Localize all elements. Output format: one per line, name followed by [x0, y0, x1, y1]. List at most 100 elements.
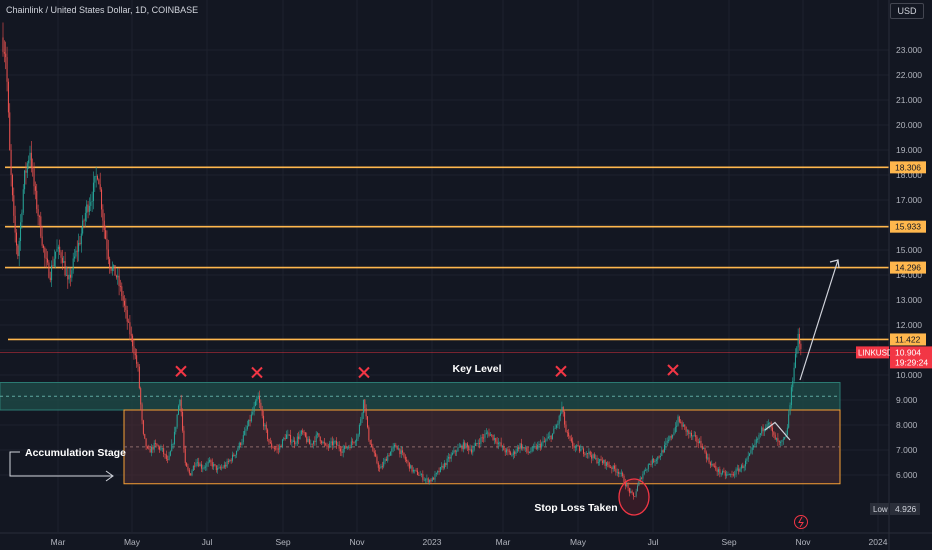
price-tick-label: 8.000: [896, 420, 918, 430]
candle-body: [708, 457, 710, 463]
candle-body: [338, 444, 340, 449]
candle-body: [153, 443, 155, 450]
candle-body: [460, 445, 462, 447]
candle-body: [734, 474, 736, 476]
candle-body: [106, 238, 108, 250]
candle-body: [26, 163, 28, 173]
candle-body: [352, 441, 354, 443]
candle-body: [195, 462, 197, 467]
candle-body: [140, 388, 142, 405]
price-axis[interactable]: 6.0007.0008.0009.00010.00011.00012.00013…: [856, 0, 932, 550]
candle-body: [246, 426, 248, 430]
candle-body: [612, 465, 614, 470]
candle-body: [523, 446, 525, 449]
candle-body: [367, 416, 368, 428]
projection-arrow-line: [799, 259, 839, 381]
candle-body: [538, 443, 540, 445]
candle-body: [747, 455, 749, 460]
candle-body: [244, 430, 246, 436]
candle-body: [614, 465, 616, 469]
candle-body: [565, 424, 567, 432]
candle-body: [643, 470, 645, 475]
x-mark: [358, 366, 370, 379]
candle-body: [766, 424, 768, 428]
candle-body: [518, 447, 520, 449]
candle-body: [10, 150, 12, 175]
candle-body: [654, 460, 656, 463]
candle-body: [622, 472, 624, 477]
candle-body: [423, 479, 425, 481]
candle-body: [549, 435, 551, 437]
candle-body: [628, 488, 630, 493]
candle-body: [136, 355, 138, 364]
candle-body: [704, 447, 706, 453]
candle-body: [303, 432, 305, 434]
x-mark-stroke: [251, 366, 263, 379]
candle-body: [738, 468, 740, 472]
candle-body: [222, 467, 224, 469]
lightning-icon: [794, 515, 808, 529]
time-axis[interactable]: Mar May Jul Sep Nov 2023 Mar May Jul Sep Nov 2024: [0, 532, 932, 547]
candle-body: [726, 474, 728, 476]
candle-body: [556, 425, 557, 428]
candle-body: [5, 53, 7, 58]
candle-body: [186, 462, 188, 467]
candle-body: [223, 464, 225, 468]
candle-body: [415, 469, 417, 471]
candle-body: [63, 261, 65, 263]
candle-body: [165, 454, 167, 460]
price-tick-label: 15.000: [896, 245, 922, 255]
candle-body: [758, 434, 760, 439]
candle-body: [385, 458, 387, 461]
candle-body: [358, 424, 360, 435]
candle-body: [615, 468, 617, 473]
candle-body: [245, 429, 247, 431]
candle-body: [88, 205, 90, 212]
candle-body: [441, 465, 443, 468]
stop-loss-label: Stop Loss Taken: [534, 502, 617, 514]
candle-body: [508, 450, 510, 453]
candle-body: [280, 445, 282, 448]
candle-body: [105, 230, 107, 239]
candle-body: [28, 160, 30, 164]
candle-body: [502, 445, 503, 447]
projection-arrowhead: [829, 259, 840, 269]
resistance-price-tag: [890, 333, 926, 346]
candle-body: [173, 431, 175, 444]
price-tick-label: 20.000: [896, 120, 922, 130]
candle-body: [477, 443, 479, 444]
candle-body: [190, 473, 192, 476]
resistance-price-label: 18.306: [895, 162, 921, 172]
candle-body: [719, 469, 721, 474]
candle-body: [211, 462, 213, 467]
candle-body: [384, 458, 386, 462]
candle-body: [491, 434, 493, 436]
candle-body: [107, 249, 109, 259]
candle-body: [83, 220, 85, 222]
candle-body: [713, 465, 715, 467]
candle-body: [257, 396, 259, 400]
candle-body: [418, 474, 420, 476]
candle-body: [306, 436, 308, 442]
candle-body: [566, 431, 568, 433]
candle-body: [510, 452, 512, 456]
candle-body: [496, 441, 498, 445]
candle-body: [574, 446, 576, 448]
candle-body: [226, 461, 228, 467]
candle-body: [533, 446, 535, 448]
candle-body: [618, 471, 620, 474]
candle-body: [277, 448, 279, 450]
candle-body: [334, 441, 336, 442]
candle-body: [695, 435, 697, 437]
candle-body: [445, 463, 447, 466]
candle-body: [129, 322, 131, 335]
candle-body: [641, 477, 643, 479]
candle-body: [16, 232, 17, 246]
candle-body: [132, 335, 134, 347]
currency-button[interactable]: USD: [890, 3, 924, 19]
symbol-tag: [856, 346, 889, 359]
candle-body: [595, 457, 597, 459]
candle-body: [310, 443, 312, 445]
candle-body: [30, 152, 32, 167]
